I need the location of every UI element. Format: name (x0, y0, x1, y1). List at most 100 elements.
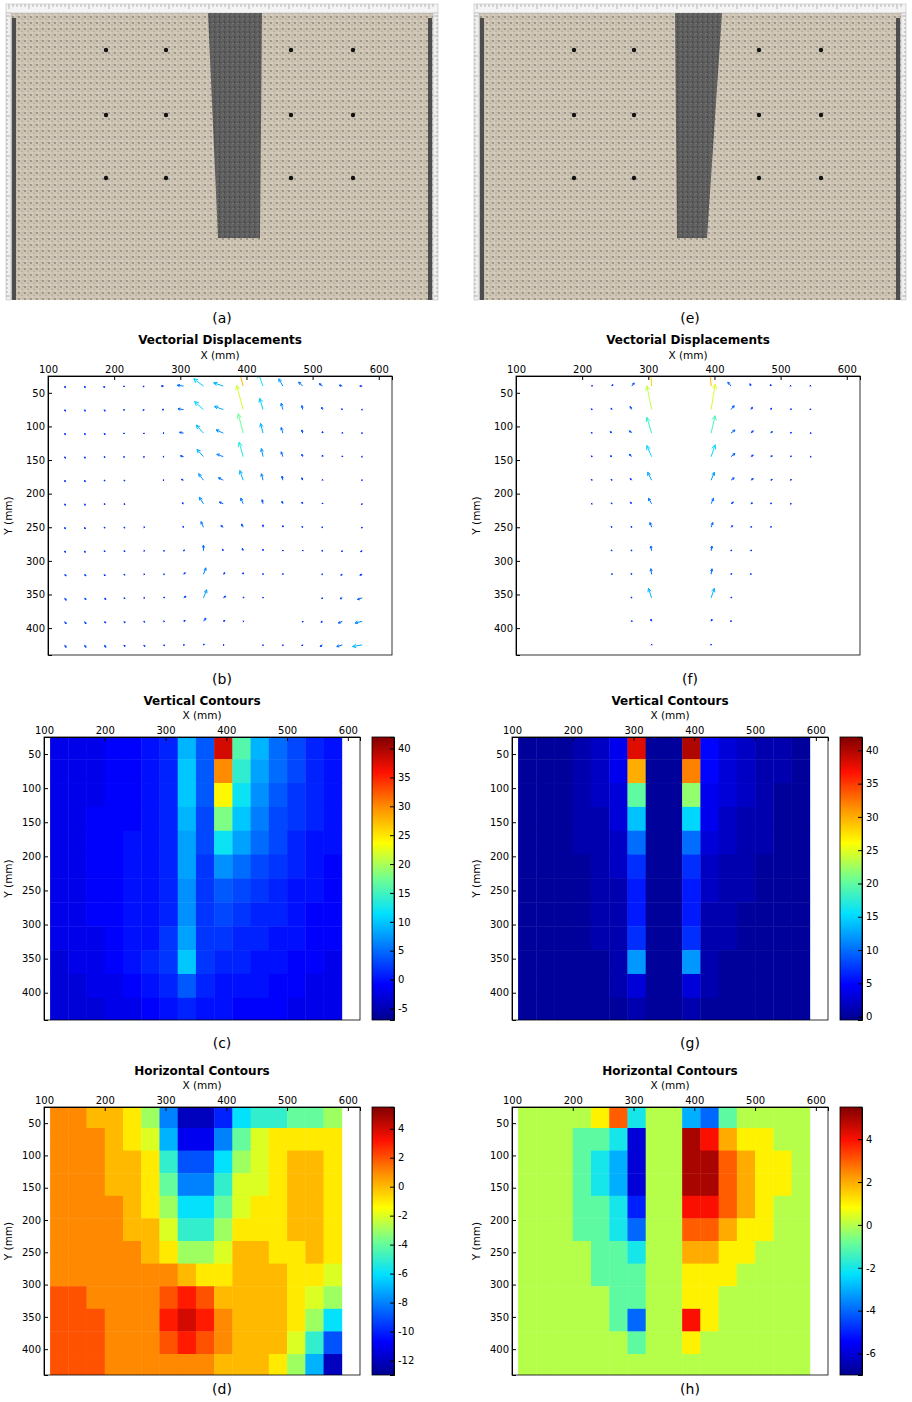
y-tick-mark (512, 788, 516, 789)
contour-cell (719, 879, 738, 903)
contour-cell (682, 950, 701, 974)
ruler-mark (869, 4, 870, 7)
displacement-arrow (184, 596, 186, 598)
contour-cell (105, 1309, 124, 1332)
contour-cell (555, 926, 574, 950)
contour-cell (792, 1309, 811, 1332)
displacement-arrow (143, 456, 144, 457)
contour-cell (609, 1151, 628, 1174)
ruler-mark (421, 4, 422, 7)
contour-cell (196, 783, 215, 807)
contour-cell (518, 1286, 537, 1309)
contour-cell (305, 1173, 324, 1196)
contour-cell (682, 807, 701, 831)
contour-cell (196, 998, 215, 1020)
ruler-mark (6, 52, 8, 53)
contour-cell (700, 879, 719, 903)
contour-cell (591, 926, 610, 950)
contour-cell (773, 831, 792, 855)
marker-dot (819, 48, 823, 52)
y-tick: 350 (490, 1312, 516, 1323)
ruler-mark (601, 4, 602, 7)
displacement-arrow (163, 456, 164, 457)
ruler-mark (169, 4, 170, 9)
displacement-arrow (302, 454, 303, 456)
contour-cell (646, 831, 665, 855)
ruler-mark (904, 80, 906, 81)
y-tick-label: 400 (490, 987, 509, 998)
contour-cell (50, 737, 69, 760)
ruler-side (474, 13, 479, 300)
displacement-arrow (104, 621, 106, 623)
colorbar-tick-label: -4 (398, 1239, 408, 1250)
ruler-mark (6, 280, 8, 281)
ruler-mark (436, 204, 438, 205)
vector-field (533, 376, 831, 645)
displacement-arrow (104, 527, 105, 528)
colorbar-tick-label: -6 (866, 1348, 876, 1359)
contour-cell (50, 1196, 69, 1219)
ruler-mark (277, 4, 278, 7)
ruler-mark (6, 60, 8, 61)
ruler-mark (293, 4, 294, 7)
contour-cell (573, 950, 592, 974)
contour-cell (232, 855, 251, 879)
contour-cell (87, 737, 106, 760)
displacement-arrow (342, 550, 343, 551)
colorbar (840, 737, 862, 1020)
ruler-mark (201, 4, 202, 7)
displacement-arrow (731, 502, 733, 504)
y-axis: 50100150200250300350400 (490, 1108, 516, 1376)
displacement-arrow (731, 478, 734, 480)
ruler-mark (474, 168, 476, 169)
y-axis-line (513, 738, 517, 1021)
contour-cell (123, 950, 142, 974)
displacement-arrow (262, 597, 263, 598)
contour-cell (141, 737, 160, 760)
contour-cell (196, 1196, 215, 1219)
colorbar-tick: 25 (858, 845, 879, 856)
displacement-arrow (338, 621, 342, 623)
ruler-mark (329, 4, 330, 9)
x-tick: 300 (171, 364, 190, 380)
colorbar-tick-mark (858, 1182, 862, 1183)
colorbar-tick: -6 (858, 1348, 876, 1359)
ruler-mark (904, 68, 906, 69)
contour-cell (555, 950, 574, 974)
contour-cell (719, 902, 738, 926)
contour-cell (555, 998, 574, 1020)
colorbar-tick-mark (390, 980, 394, 981)
x-tick-mark (313, 376, 314, 380)
contour-cell (178, 1309, 197, 1332)
x-tick: 500 (278, 1095, 297, 1111)
ruler-mark (474, 80, 476, 81)
ruler-mark (6, 48, 8, 49)
contour-cell (287, 1196, 306, 1219)
ruler-mark (649, 4, 650, 7)
ruler-mark (902, 296, 906, 297)
contour-cell (737, 1107, 756, 1128)
colorbar-tick: 30 (390, 801, 411, 812)
contour-cell (609, 902, 628, 926)
contour-cell (664, 783, 683, 807)
ruler-mark (904, 260, 906, 261)
colorbar-tick-mark (390, 1274, 394, 1275)
contour-cell (627, 998, 646, 1020)
ruler-mark (185, 4, 186, 7)
contour-cell (518, 1128, 537, 1151)
contour-cell (251, 998, 270, 1020)
ruler-mark (474, 132, 476, 133)
contour-cell (773, 1264, 792, 1287)
contour-cell (518, 1173, 537, 1196)
plot-frame (48, 376, 392, 655)
x-tick-label: 100 (39, 364, 58, 375)
contour-cell (159, 1128, 178, 1151)
contour-cell (792, 1264, 811, 1287)
y-tick: 150 (26, 455, 52, 466)
ruler-mark (61, 4, 62, 7)
y-tick-label: 350 (490, 953, 509, 964)
contour-cell (773, 1107, 792, 1128)
displacement-arrow (143, 409, 144, 410)
contour-cell (178, 783, 197, 807)
ruler-mark (6, 292, 8, 293)
